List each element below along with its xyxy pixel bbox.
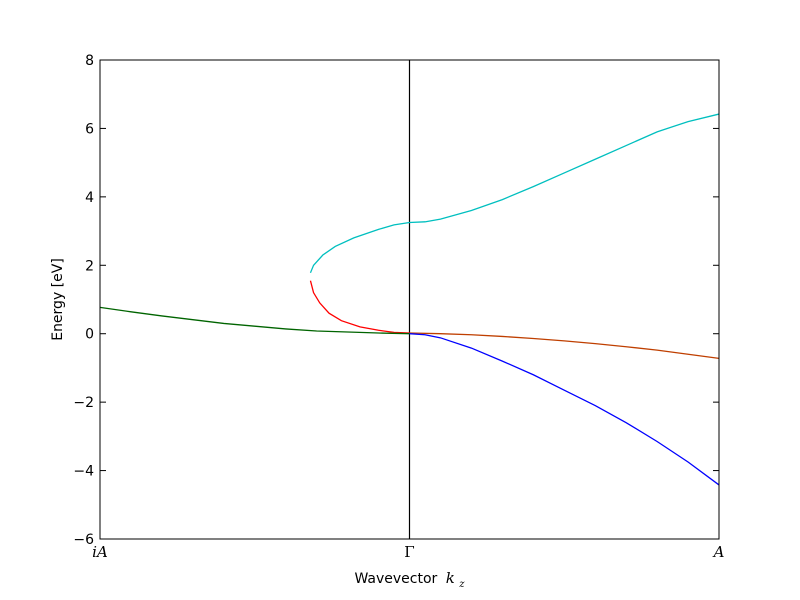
y-tick-label: 2 [85, 258, 94, 274]
x-axis-label-sub: z [458, 579, 465, 590]
x-tick-label: Γ [404, 543, 414, 561]
y-tick-label: 4 [85, 190, 94, 206]
ticks-layer: −6 −4 −2 0 2 4 6 8 iA Γ A [73, 53, 724, 561]
x-tick-label: iA [92, 543, 108, 561]
y-tick-label: 6 [85, 121, 94, 137]
x-axis-label-text: Wavevector [354, 571, 437, 587]
series-line-1 [309, 113, 720, 274]
series-line-5 [99, 306, 410, 335]
series-line-4 [409, 333, 720, 486]
x-tick-label: A [712, 543, 725, 561]
series-line-2 [309, 280, 410, 334]
x-axis-label-math: k [446, 569, 455, 587]
y-tick-label: 0 [85, 327, 94, 343]
series-layer [99, 113, 720, 486]
series-line-3 [409, 332, 720, 359]
x-axis-label: Wavevector k z [354, 569, 465, 590]
y-tick-label: −2 [73, 395, 94, 411]
y-tick-label: −4 [73, 464, 94, 480]
plot-frame [99, 59, 720, 540]
y-axis-label: Energy [eV] [50, 258, 66, 341]
y-tick-label: 8 [85, 53, 94, 69]
y-tick-label: −6 [73, 532, 94, 548]
